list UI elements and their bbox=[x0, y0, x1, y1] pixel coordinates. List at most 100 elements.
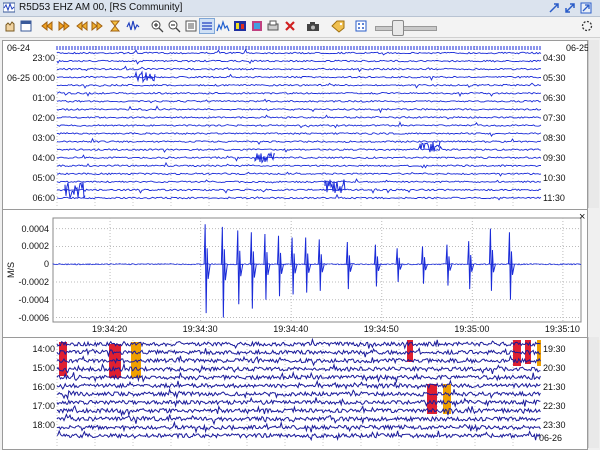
waveform-chart[interactable] bbox=[3, 210, 587, 337]
bottom-left-time-label-2: 16:00 bbox=[32, 382, 55, 392]
hourglass-icon[interactable] bbox=[108, 19, 122, 33]
helicorder-trace bbox=[56, 396, 541, 409]
date-bottom-right-label: 06-26 bbox=[539, 433, 563, 443]
spectrogram-icon[interactable] bbox=[233, 19, 247, 33]
date-left-label: 06-24 bbox=[7, 43, 31, 53]
waveform-y-axis-label: M/S bbox=[6, 261, 17, 279]
waveform-spike bbox=[304, 237, 312, 293]
waveform-spike bbox=[467, 241, 475, 290]
right-time-label-2: 06:30 bbox=[543, 93, 566, 103]
bottom-right-time-label-2: 21:30 bbox=[543, 382, 566, 392]
left-time-label-6: 05:00 bbox=[32, 173, 55, 183]
spectrogram-highlight bbox=[443, 384, 451, 414]
right-time-label-7: 11:30 bbox=[543, 193, 565, 203]
waveform-spike bbox=[317, 239, 325, 291]
plot-area bbox=[52, 217, 582, 323]
gain-slider-track[interactable] bbox=[375, 26, 437, 31]
bottom-right-time-label-0: 19:30 bbox=[543, 344, 566, 354]
left-time-label-7: 06:00 bbox=[32, 193, 55, 203]
window-icon[interactable] bbox=[19, 19, 33, 33]
waveform-spike bbox=[507, 232, 515, 300]
dice-icon[interactable] bbox=[354, 19, 368, 33]
waveform-panel: × M/S 0.0004 0.0002 0 -0.0002 -0.0004 -0.0006… bbox=[2, 209, 588, 338]
bottom-left-time-label-3: 17:00 bbox=[32, 401, 55, 411]
helicorder-trace bbox=[56, 154, 542, 162]
close-red-icon[interactable] bbox=[283, 19, 297, 33]
zoom-out-icon[interactable] bbox=[167, 19, 181, 33]
helicorder-trace bbox=[56, 161, 542, 169]
hand-icon[interactable] bbox=[3, 19, 17, 33]
y-tick-label: 0.0002 bbox=[21, 241, 49, 252]
spectrogram-highlight bbox=[525, 340, 531, 364]
x-tick-label: 19:34:20 bbox=[92, 324, 128, 334]
waveform-spike bbox=[445, 244, 453, 286]
right-time-label-0: 04:30 bbox=[543, 53, 566, 63]
helicorder-trace bbox=[56, 73, 542, 81]
waveform-spike bbox=[373, 244, 381, 287]
helicorder-trace bbox=[56, 362, 541, 375]
bottom-left-time-label-4: 18:00 bbox=[32, 420, 55, 430]
camera-icon[interactable] bbox=[306, 19, 320, 33]
helicorder-trace bbox=[56, 105, 542, 114]
waveform-spike bbox=[421, 246, 428, 284]
scrollbar-top[interactable] bbox=[588, 40, 599, 208]
bottom-left-time-label-0: 14:00 bbox=[32, 344, 55, 354]
rewind-icon[interactable] bbox=[40, 19, 54, 33]
seismic-event bbox=[254, 151, 276, 164]
helicorder-trace bbox=[56, 145, 542, 153]
x-tick-label: 19:35:10 bbox=[544, 324, 580, 334]
helicorder-trace bbox=[56, 193, 542, 201]
helicorder-trace bbox=[56, 347, 541, 358]
tag-icon[interactable] bbox=[331, 19, 345, 33]
spectrum-icon[interactable] bbox=[216, 19, 230, 33]
maximize-icon[interactable] bbox=[564, 2, 576, 14]
spectrogram-highlight bbox=[513, 340, 521, 366]
waveform-spike bbox=[203, 224, 211, 314]
filter-icon[interactable] bbox=[250, 19, 264, 33]
detach-icon[interactable] bbox=[580, 2, 592, 14]
helicorder-top-panel: 06-24 06-25 23:00 06-25 00:00 01:00 02:00 03… bbox=[2, 40, 589, 210]
x-tick-label: 19:34:30 bbox=[182, 324, 218, 334]
y-tick-label: -0.0006 bbox=[18, 312, 49, 323]
helicorder-top-plot[interactable] bbox=[3, 41, 587, 209]
step-back-icon[interactable] bbox=[74, 19, 88, 33]
right-time-label-1: 05:30 bbox=[543, 73, 566, 83]
toolbar bbox=[0, 17, 600, 38]
helicorder-trace bbox=[56, 114, 542, 120]
helicorder-trace bbox=[56, 370, 541, 384]
helicorder-trace bbox=[56, 48, 542, 56]
helicorder-trace bbox=[56, 132, 542, 137]
window-title: R5D53 EHZ AM 00, [RS Community] bbox=[19, 2, 183, 13]
helicorder-bottom-plot[interactable] bbox=[3, 338, 587, 449]
waveform-spike bbox=[395, 248, 403, 283]
list-icon[interactable] bbox=[184, 19, 198, 33]
helicorder-trace bbox=[56, 188, 542, 194]
left-time-label-2: 01:00 bbox=[32, 93, 55, 103]
helicorder-trace bbox=[56, 82, 542, 89]
helicorder-trace bbox=[56, 91, 542, 97]
waveform-icon[interactable] bbox=[126, 19, 140, 33]
fast-forward-icon[interactable] bbox=[57, 19, 71, 33]
scrollbar-bottom[interactable] bbox=[588, 337, 599, 448]
seismic-event bbox=[64, 182, 86, 200]
helicorder-trace bbox=[56, 338, 541, 350]
spectrogram-highlight bbox=[427, 384, 437, 414]
left-time-label-4: 03:00 bbox=[32, 133, 55, 143]
waveform-spike bbox=[290, 237, 298, 295]
restore-icon[interactable] bbox=[548, 2, 560, 14]
helicorder-trace bbox=[56, 178, 542, 184]
close-waveform-button[interactable]: × bbox=[579, 211, 586, 223]
helicorder-bottom-panel: 14:00 15:00 16:00 17:00 18:00 19:30 20:30 21:3… bbox=[2, 337, 588, 450]
bottom-right-time-label-1: 20:30 bbox=[543, 363, 566, 373]
refresh-icon[interactable] bbox=[580, 19, 594, 33]
step-forward-icon[interactable] bbox=[91, 19, 105, 33]
app-icon bbox=[3, 2, 15, 13]
helicorder-trace bbox=[56, 137, 542, 145]
x-tick-label: 19:34:50 bbox=[363, 324, 399, 334]
helicorder-icon[interactable] bbox=[199, 18, 215, 34]
waveform-spike bbox=[488, 228, 496, 291]
gain-slider-thumb[interactable] bbox=[392, 20, 404, 36]
print-icon[interactable] bbox=[266, 19, 280, 33]
zoom-in-icon[interactable] bbox=[150, 19, 164, 33]
y-tick-label: 0 bbox=[43, 259, 49, 270]
